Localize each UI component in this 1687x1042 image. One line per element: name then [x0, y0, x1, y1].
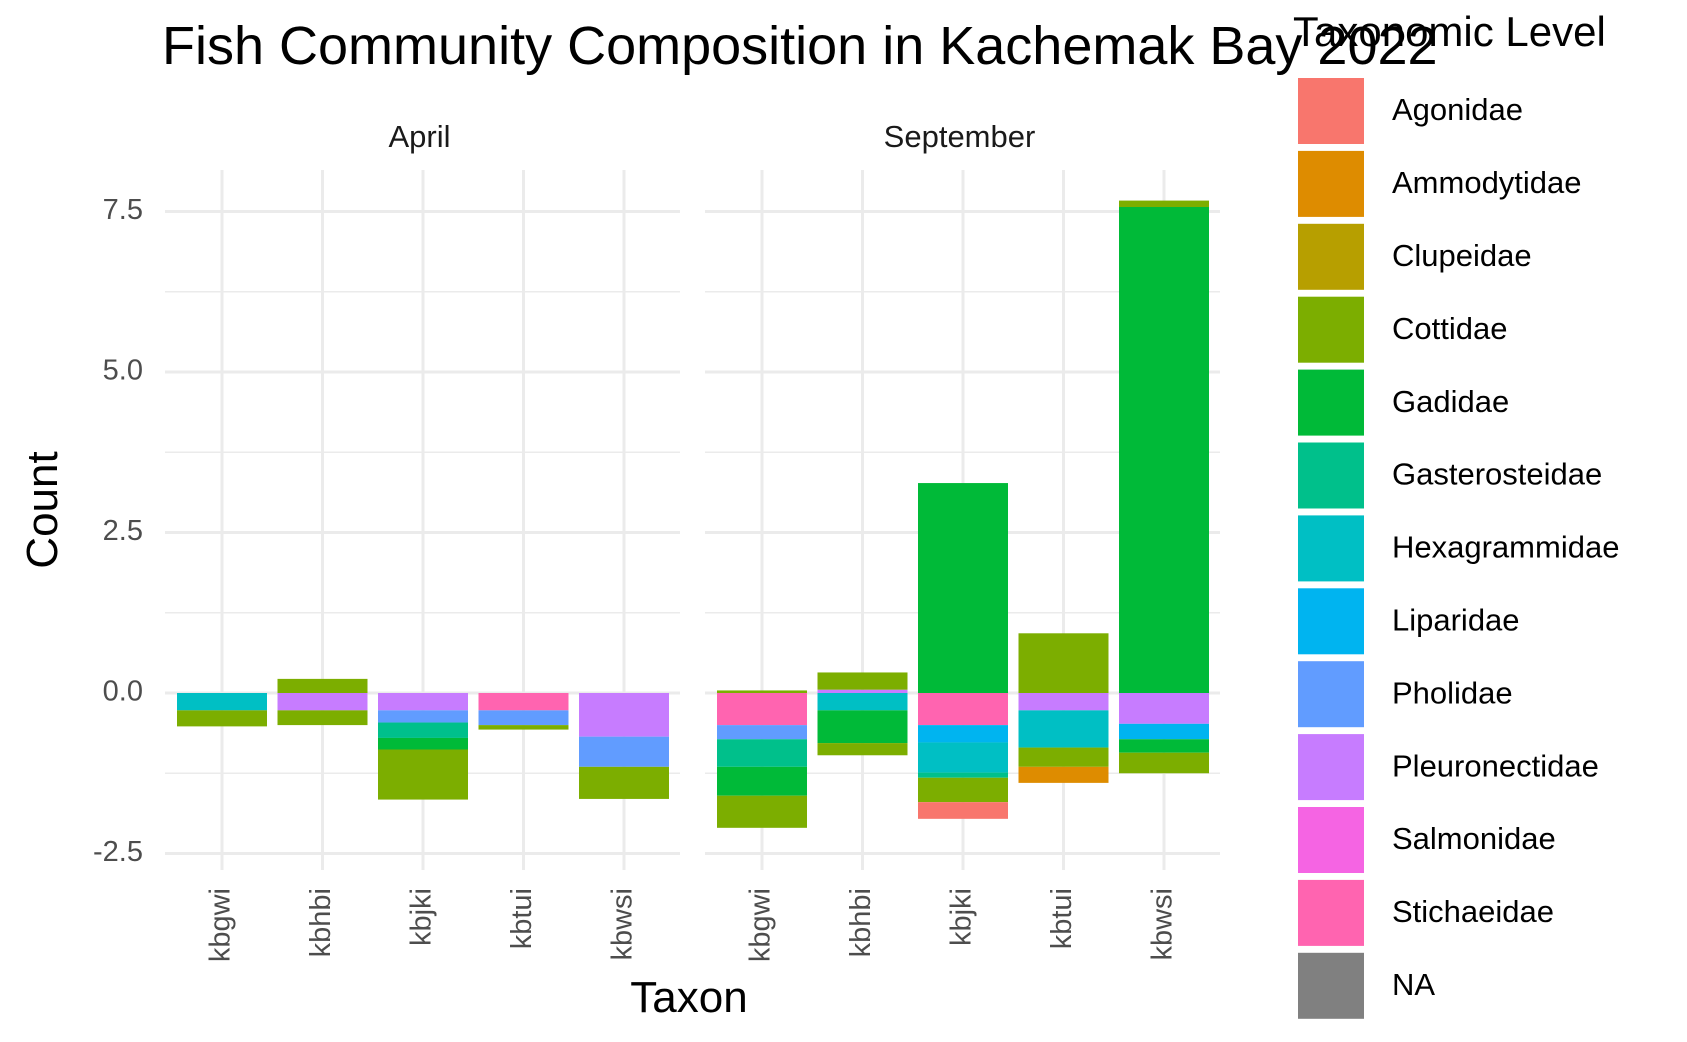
- bar-segment-pleuronectidae: [579, 693, 669, 737]
- bar-segment-pholidae: [378, 710, 468, 723]
- legend-swatch: [1298, 78, 1364, 144]
- legend: Taxonomic Level Agonidae Ammodytidae Clupei…: [1293, 8, 1619, 1019]
- bar-segment-gadidae: [1119, 207, 1209, 694]
- x-tick-label: kbwsi: [607, 888, 639, 961]
- bar-segment-cottidae: [1119, 752, 1209, 774]
- y-tick-label: 0.0: [103, 676, 143, 708]
- bar-segment-hexagrammidae: [177, 693, 267, 711]
- x-tick-label: kbhbi: [845, 888, 877, 957]
- bar-segment-hexagrammidae: [1018, 710, 1109, 748]
- legend-swatch: [1298, 807, 1364, 873]
- bar-segment-gadidae: [378, 737, 468, 750]
- legend-label: Ammodytidae: [1392, 165, 1582, 200]
- bar-segment-cottidae: [277, 678, 368, 693]
- legend-label: Gadidae: [1392, 384, 1509, 419]
- legend-swatch: [1298, 150, 1364, 217]
- bar-segment-cottidae: [579, 766, 669, 799]
- y-tick-label: 5.0: [103, 355, 143, 387]
- x-tick-label: kbhbi: [305, 888, 337, 957]
- legend-swatch: [1298, 442, 1364, 509]
- bar-segment-liparidae: [1119, 723, 1209, 740]
- bar-segment-pleuronectidae: [378, 693, 468, 711]
- legend-label: Clupeidae: [1392, 238, 1532, 273]
- legend-swatch: [1298, 223, 1364, 290]
- legend-swatch: [1298, 296, 1364, 363]
- bar-segment-gasterosteidae: [378, 722, 468, 738]
- legend-label: Hexagrammidae: [1392, 530, 1619, 565]
- bar-segment-gadidae: [717, 766, 807, 796]
- legend-swatch: [1298, 369, 1364, 436]
- x-tick-label: kbgwi: [205, 888, 237, 962]
- x-tick-label: kbtui: [1046, 888, 1078, 949]
- y-axis-title: Count: [18, 451, 67, 568]
- legend-swatch: [1298, 952, 1364, 1019]
- legend-label: Liparidae: [1392, 602, 1520, 637]
- bar-segment-pholidae: [478, 710, 569, 726]
- bar-segment-cottidae: [1018, 633, 1109, 693]
- legend-label: Agonidae: [1392, 92, 1523, 127]
- bar-segment-pleuronectidae: [817, 689, 908, 693]
- y-tick-label: 2.5: [103, 515, 143, 547]
- axis-layer: April kbgwi kbhbi kbjki kbtui kbwsi September k…: [93, 119, 1179, 962]
- x-tick-label: kbgwi: [745, 888, 777, 962]
- bar-segment-pleuronectidae: [1119, 693, 1209, 724]
- bar-segment-cottidae: [277, 710, 368, 726]
- x-tick-label: kbtui: [506, 888, 538, 949]
- bar-segment-gadidae: [918, 483, 1008, 693]
- bar-segment-cottidae: [817, 743, 908, 756]
- bar-segment-cottidae: [177, 710, 267, 727]
- bar-segment-ammodytidae: [1018, 766, 1109, 783]
- chart-title: Fish Community Composition in Kachemak B…: [162, 16, 1438, 76]
- bar-segment-gasterosteidae: [717, 739, 807, 767]
- bar-segment-cottidae: [717, 690, 807, 693]
- legend-swatch: [1298, 661, 1364, 728]
- bar-segment-pleuronectidae: [1018, 693, 1109, 711]
- bar-segment-hexagrammidae: [817, 693, 908, 711]
- legend-label: Cottidae: [1392, 311, 1507, 346]
- legend-label: Salmonidae: [1392, 821, 1556, 856]
- panel-label: April: [388, 119, 450, 154]
- bar-segment-gadidae: [817, 710, 908, 744]
- bars-layer: [177, 200, 1209, 828]
- legend-title: Taxonomic Level: [1293, 8, 1606, 55]
- bar-segment-agonidae: [918, 802, 1008, 819]
- legend-label: NA: [1392, 967, 1435, 1002]
- bar-segment-pleuronectidae: [277, 693, 368, 711]
- bar-segment-cottidae: [717, 795, 807, 828]
- bar-segment-stichaeidae: [717, 693, 807, 726]
- bar-segment-cottidae: [1018, 747, 1109, 767]
- y-tick-label: -2.5: [93, 836, 143, 868]
- legend-swatch: [1298, 515, 1364, 582]
- bar-segment-gadidae: [1119, 739, 1209, 753]
- bar-segment-cottidae: [1119, 200, 1209, 208]
- x-tick-label: kbwsi: [1147, 888, 1179, 961]
- legend-swatch: [1298, 734, 1364, 801]
- bar-segment-stichaeidae: [918, 693, 1008, 726]
- bar-segment-cottidae: [478, 725, 569, 730]
- legend-label: Pleuronectidae: [1392, 748, 1599, 783]
- bar-segment-pholidae: [579, 736, 669, 767]
- x-axis-title: Taxon: [630, 973, 747, 1022]
- legend-label: Pholidae: [1392, 675, 1513, 710]
- x-tick-label: kbjki: [946, 888, 978, 946]
- bar-segment-gasterosteidae: [918, 772, 1008, 778]
- panel-label: September: [884, 119, 1036, 154]
- bar-segment-hexagrammidae: [918, 742, 1008, 773]
- legend-label: Gasterosteidae: [1392, 457, 1602, 492]
- bar-segment-pholidae: [717, 725, 807, 740]
- legend-swatch: [1298, 588, 1364, 655]
- bar-segment-cottidae: [817, 672, 908, 690]
- bar-segment-cottidae: [378, 749, 468, 800]
- bar-segment-liparidae: [918, 725, 1008, 743]
- legend-label: Stichaeidae: [1392, 894, 1554, 929]
- bar-segment-cottidae: [918, 777, 1008, 803]
- legend-swatch: [1298, 879, 1364, 946]
- y-tick-label: 7.5: [103, 194, 143, 226]
- x-tick-label: kbjki: [406, 888, 438, 946]
- bar-segment-stichaeidae: [478, 693, 569, 711]
